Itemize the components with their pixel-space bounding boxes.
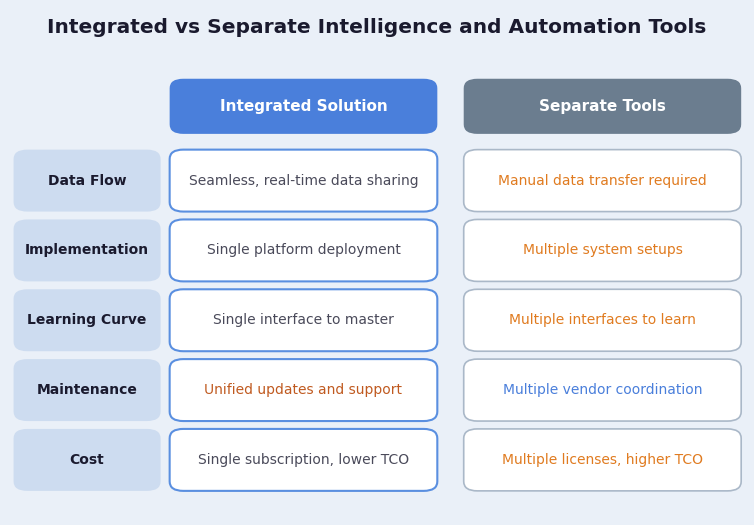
FancyBboxPatch shape [170, 429, 437, 491]
Text: Single platform deployment: Single platform deployment [207, 244, 400, 257]
Text: Implementation: Implementation [25, 244, 149, 257]
FancyBboxPatch shape [170, 150, 437, 212]
Text: Integrated Solution: Integrated Solution [219, 99, 388, 114]
Text: Cost: Cost [69, 453, 105, 467]
Text: Multiple system setups: Multiple system setups [523, 244, 682, 257]
FancyBboxPatch shape [170, 289, 437, 351]
FancyBboxPatch shape [170, 79, 437, 134]
FancyBboxPatch shape [14, 359, 161, 421]
FancyBboxPatch shape [14, 289, 161, 351]
FancyBboxPatch shape [464, 429, 741, 491]
Text: Seamless, real-time data sharing: Seamless, real-time data sharing [188, 174, 418, 187]
Text: Integrated vs Separate Intelligence and Automation Tools: Integrated vs Separate Intelligence and … [48, 18, 706, 37]
FancyBboxPatch shape [14, 219, 161, 281]
Text: Multiple licenses, higher TCO: Multiple licenses, higher TCO [502, 453, 703, 467]
FancyBboxPatch shape [14, 429, 161, 491]
Text: Learning Curve: Learning Curve [27, 313, 147, 327]
Text: Data Flow: Data Flow [48, 174, 127, 187]
Text: Separate Tools: Separate Tools [539, 99, 666, 114]
FancyBboxPatch shape [170, 359, 437, 421]
FancyBboxPatch shape [14, 150, 161, 212]
FancyBboxPatch shape [170, 219, 437, 281]
Text: Unified updates and support: Unified updates and support [204, 383, 403, 397]
Text: Maintenance: Maintenance [37, 383, 137, 397]
Text: Single subscription, lower TCO: Single subscription, lower TCO [198, 453, 409, 467]
FancyBboxPatch shape [464, 289, 741, 351]
FancyBboxPatch shape [464, 150, 741, 212]
FancyBboxPatch shape [464, 219, 741, 281]
Text: Single interface to master: Single interface to master [213, 313, 394, 327]
Text: Multiple interfaces to learn: Multiple interfaces to learn [509, 313, 696, 327]
Text: Multiple vendor coordination: Multiple vendor coordination [503, 383, 702, 397]
Text: Manual data transfer required: Manual data transfer required [498, 174, 706, 187]
FancyBboxPatch shape [464, 79, 741, 134]
FancyBboxPatch shape [464, 359, 741, 421]
